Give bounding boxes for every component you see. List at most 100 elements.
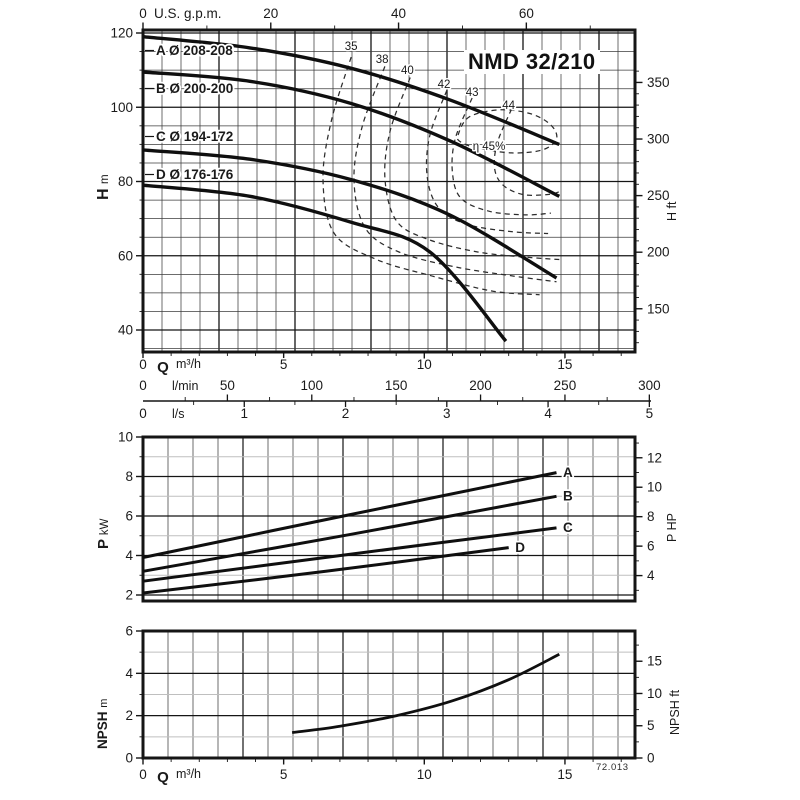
drawing-number: 72.013 — [596, 762, 629, 773]
efficiency-contour-44 — [493, 108, 563, 196]
npshft-tick-label: 5 — [647, 718, 655, 733]
head-curve-C — [142, 148, 558, 280]
lmin-tick-label: 50 — [220, 378, 235, 393]
power-curve-label-A: A — [563, 465, 573, 480]
npshft-tick-label: 15 — [647, 654, 662, 669]
h-tick-label: 120 — [110, 26, 133, 41]
q2-axis-title: Q — [157, 769, 169, 786]
axis-title-part: NPSH — [95, 708, 110, 749]
lmin-tick-label: 0 — [139, 378, 147, 393]
head-chart-frame — [141, 28, 637, 354]
head-curve-B — [142, 70, 561, 198]
ls-tick-label: 1 — [241, 406, 249, 421]
kw-tick-label: 10 — [118, 430, 133, 445]
hp-tick-label: 12 — [647, 450, 662, 465]
ls-tick-label: 0 — [139, 406, 147, 421]
gpm-tick-label: 60 — [519, 6, 534, 21]
h-tick-label: 80 — [118, 174, 133, 189]
power-curve-A — [142, 471, 557, 559]
lmin-tick-label: 300 — [638, 378, 661, 393]
axis-title-part: m — [98, 699, 110, 708]
hft-tick-label: 300 — [647, 132, 670, 147]
q2-axis-unit: m³/h — [176, 767, 201, 781]
efficiency-label: 40 — [401, 65, 414, 77]
ls-tick-label: 4 — [544, 406, 552, 421]
axis-title-part: kW — [99, 518, 111, 535]
efficiency-contour-42 — [425, 90, 549, 235]
head-curve-D — [142, 183, 508, 343]
q2-tick-label: 5 — [280, 767, 288, 782]
axis-title-part: P — [95, 535, 112, 549]
pump-model-title: NMD 32/210 — [464, 49, 600, 75]
impeller-label-B: B Ø 200-200 — [156, 81, 233, 96]
kw-tick-label: 2 — [125, 588, 133, 603]
ls-axis-title: l/s — [172, 407, 185, 421]
efficiency-label: 35 — [345, 41, 358, 53]
q-tick-label: 5 — [280, 357, 288, 372]
power-curve-D — [142, 546, 509, 595]
axis-title-part: U.S. g.p.m. — [154, 6, 222, 21]
hft-tick-label: 150 — [647, 301, 670, 316]
npshft-tick-label: 10 — [647, 686, 662, 701]
h-tick-label: 100 — [110, 100, 133, 115]
kw-tick-label: 4 — [125, 548, 133, 563]
npsh-curve — [291, 653, 560, 734]
ls-tick-label: 3 — [443, 406, 451, 421]
hp-tick-label: 10 — [647, 480, 662, 495]
power-curve-C — [142, 526, 557, 583]
hp-tick-label: 6 — [647, 539, 655, 554]
efficiency-contour-35 — [322, 56, 540, 296]
hp-tick-label: 8 — [647, 509, 655, 524]
efficiency-label: 42 — [438, 79, 451, 91]
npsh-axis-title: NPSH m — [95, 699, 110, 749]
h-tick-label: 40 — [118, 323, 133, 338]
hft-axis-title: H ft — [665, 201, 679, 221]
gpm-axis-title: U.S. g.p.m. — [154, 6, 222, 21]
power-curve-label-B: B — [563, 488, 573, 503]
efficiency-contour-43 — [451, 97, 551, 216]
axis-title-part: NPSH ft — [668, 689, 682, 735]
q-tick-label: 0 — [139, 357, 147, 372]
axis-title-part: H ft — [665, 201, 679, 221]
p-axis-title: P kW — [95, 518, 112, 549]
efficiency-contour-40 — [384, 77, 560, 261]
hft-tick-label: 250 — [647, 188, 670, 203]
hft-tick-label: 200 — [647, 245, 670, 260]
q2-tick-label: 0 — [139, 767, 147, 782]
q-tick-label: 10 — [417, 357, 432, 372]
lmin-tick-label: 200 — [469, 378, 492, 393]
hp-tick-label: 4 — [647, 568, 655, 583]
npsh-tick-label: 4 — [125, 666, 133, 681]
power-curve-label-D: D — [515, 540, 525, 555]
q-axis-title: Q — [157, 359, 169, 376]
ls-tick-label: 5 — [646, 406, 654, 421]
efficiency-label: 38 — [376, 54, 389, 66]
lmin-tick-label: 100 — [301, 378, 324, 393]
gpm-tick-label: 40 — [391, 6, 406, 21]
h-tick-label: 60 — [118, 248, 133, 263]
lmin-tick-label: 150 — [385, 378, 408, 393]
axis-title-part: m — [99, 174, 111, 184]
efficiency-label: η 45% — [473, 141, 506, 153]
power-chart-frame — [141, 435, 637, 603]
npshft-tick-label: 0 — [647, 751, 655, 766]
head-curve-A — [142, 35, 560, 146]
php-axis-title: P HP — [665, 513, 679, 542]
hft-tick-label: 350 — [647, 75, 670, 90]
lmin-axis-title: l/min — [172, 379, 198, 393]
impeller-label-A: A Ø 208-208 — [156, 43, 233, 58]
impeller-label-D: D Ø 176-176 — [156, 167, 234, 182]
h-axis-title: H m — [95, 174, 112, 200]
q2-tick-label: 15 — [557, 767, 572, 782]
q-tick-label: 15 — [557, 357, 572, 372]
power-chart: 2 4 6 8 10 P kW 4 6 8 10 12 P HP AB C D — [94, 428, 681, 604]
gpm-tick-label: 20 — [263, 6, 278, 21]
ls-tick-label: 2 — [342, 406, 350, 421]
impeller-label-C: C Ø 194-172 — [156, 129, 233, 144]
npsh-tick-label: 6 — [125, 623, 133, 638]
kw-tick-label: 8 — [125, 469, 133, 484]
power-curve-B — [142, 494, 557, 573]
